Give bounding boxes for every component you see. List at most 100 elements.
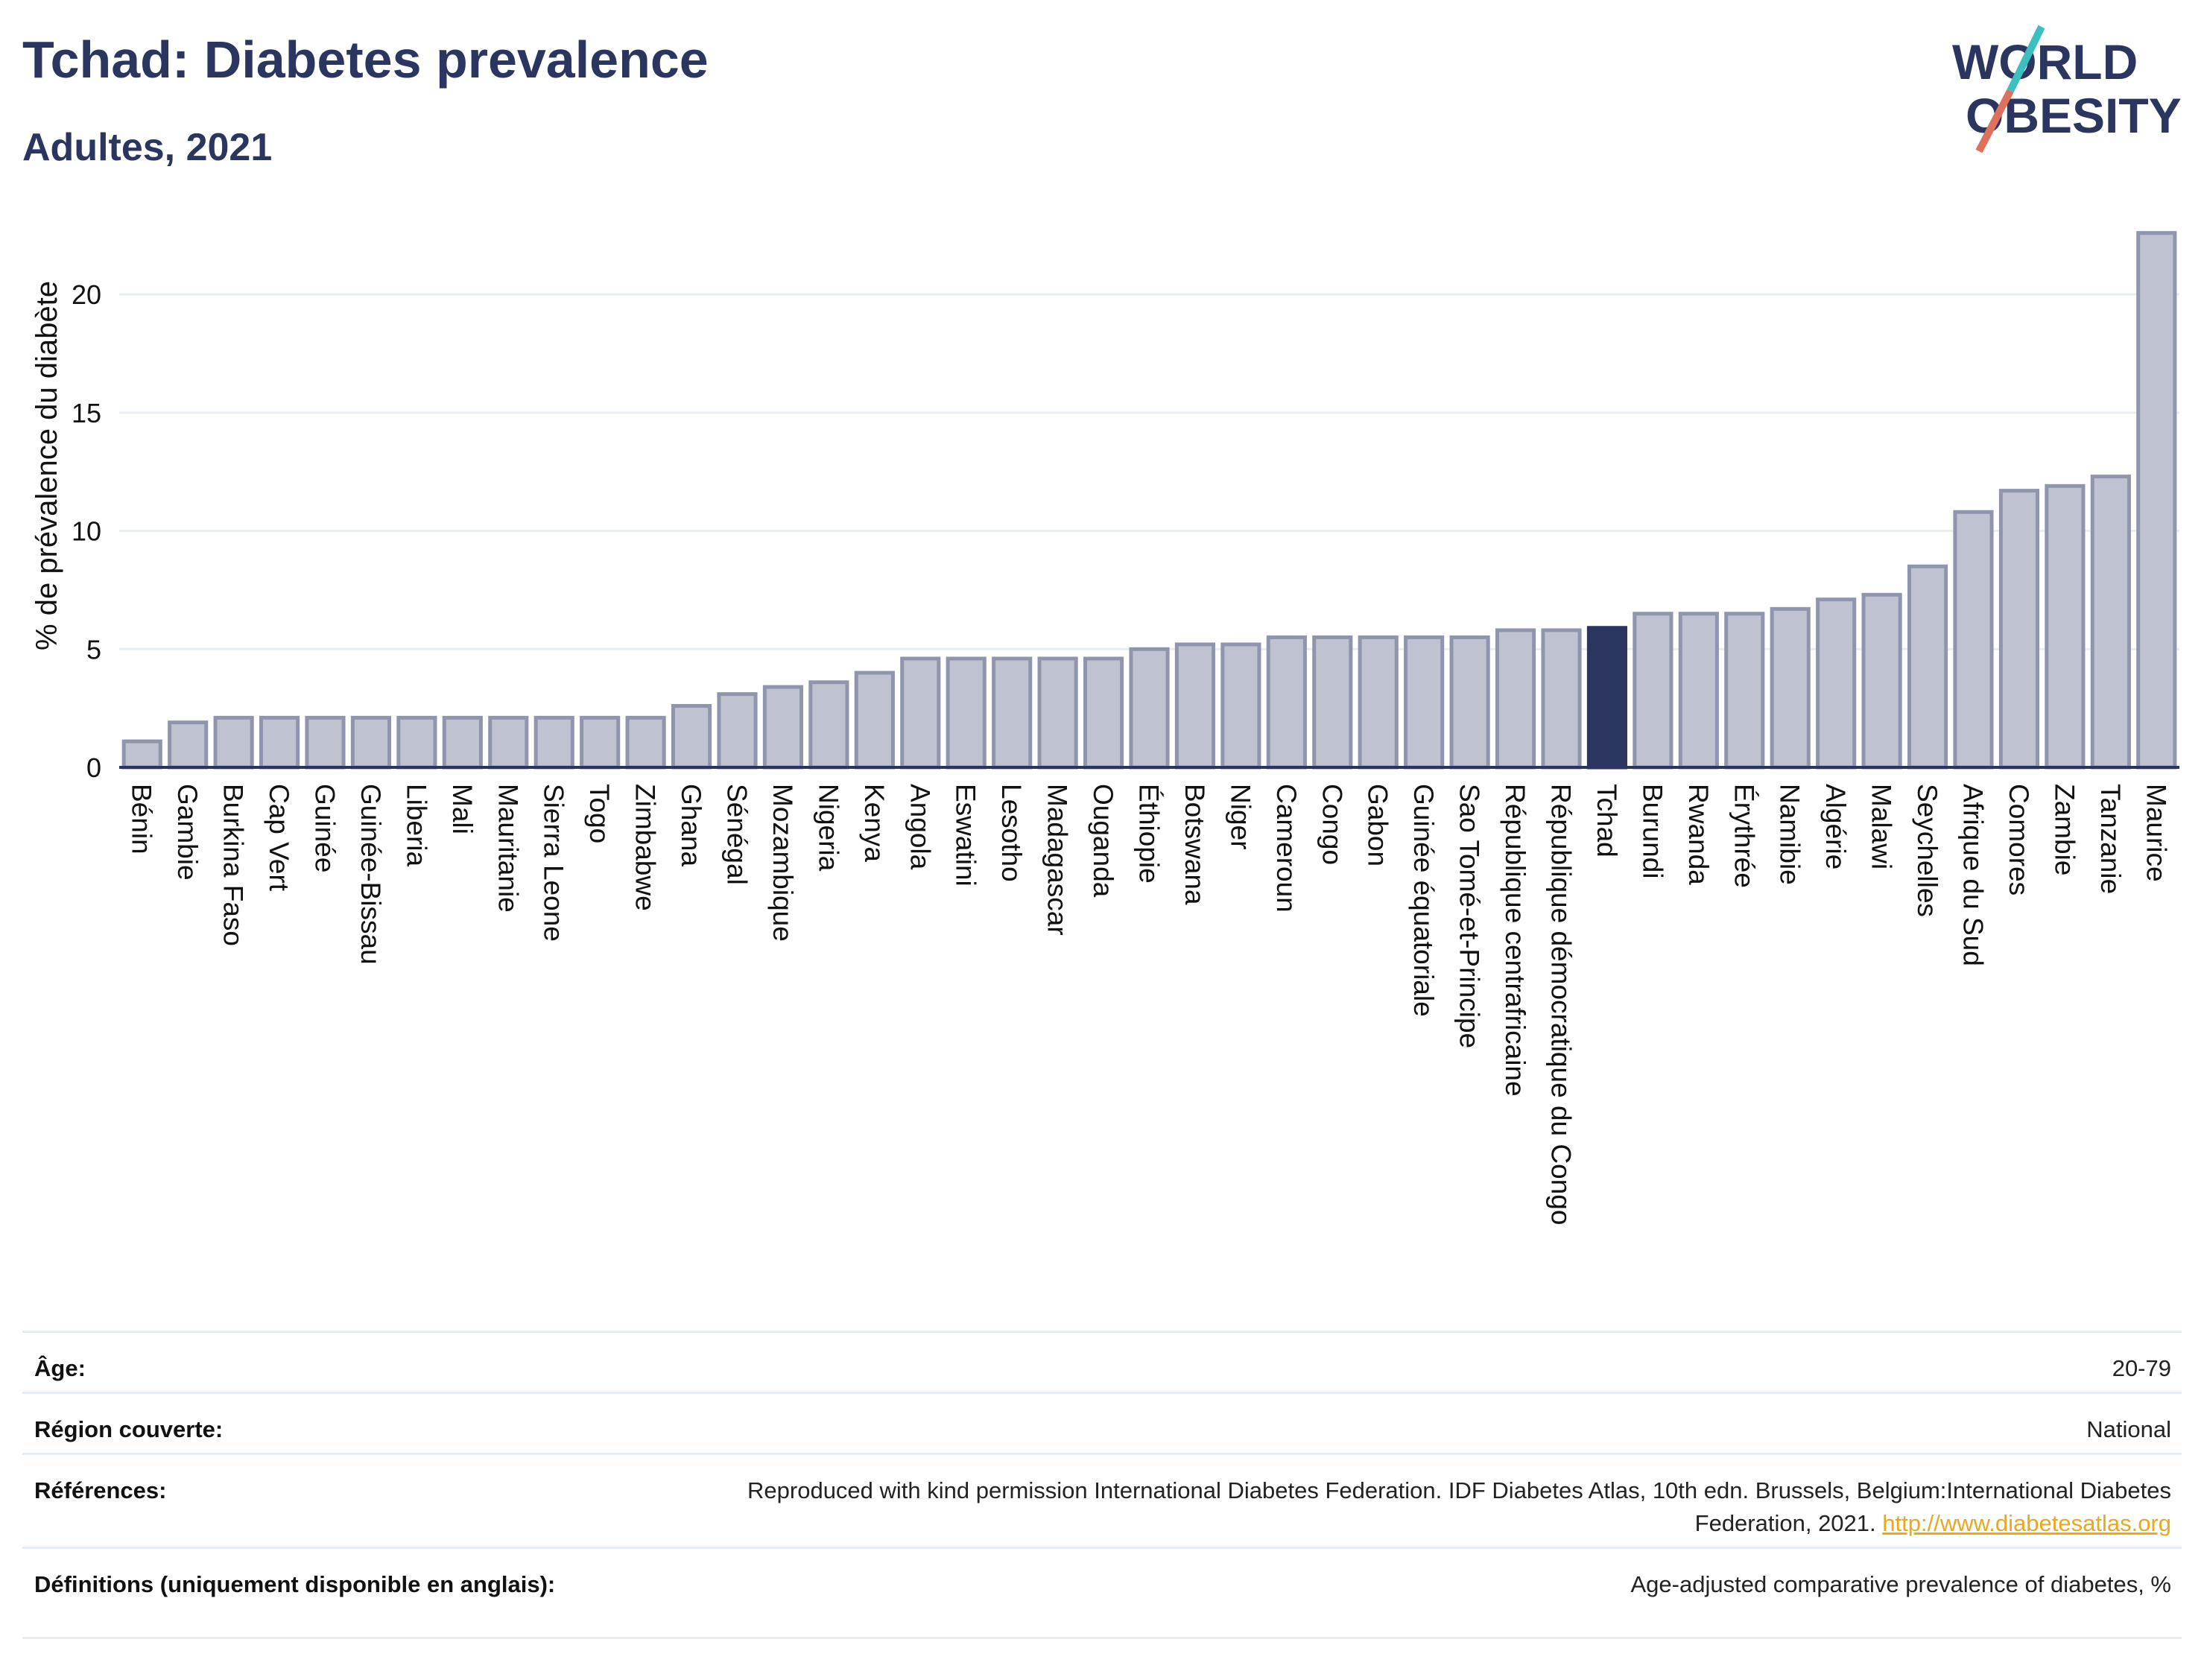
bar [1449,635,1490,770]
definitions-label: Définitions (uniquement disponible en an… [34,1571,556,1597]
x-tick-label: République démocratique du Congo [1546,784,1577,1225]
x-tick-label: Cap Vert [264,784,294,892]
x-tick-label: Togo [584,784,615,843]
x-tick-label: Liberia [401,784,431,866]
x-tick-label: Malawi [1866,784,1897,869]
x-tick-label: Mozambique [767,784,798,942]
bar [1633,612,1673,770]
region-value: National [2086,1416,2171,1442]
bar [259,715,300,770]
bar [762,685,804,770]
bar [2136,231,2177,770]
bar [350,715,392,770]
x-tick-label: Gabon [1363,784,1393,866]
x-tick-label: Tanzanie [2095,784,2126,894]
bar [1129,647,1170,770]
bar [854,671,895,770]
bar [168,720,209,770]
x-tick-label: Madagascar [1042,784,1073,936]
x-tick-label: Afrique du Sud [1958,784,1989,966]
bar [1678,612,1719,770]
bar [808,680,849,770]
logo-line1: WORLD [1952,34,2138,89]
x-tick-label: Tchad [1592,784,1622,858]
x-tick-label: Algérie [1820,784,1851,869]
bar [1083,656,1124,770]
x-tick-label: Comores [2004,784,2034,896]
bar [213,715,254,770]
definitions-value: Age-adjusted comparative prevalence of d… [1630,1571,2172,1597]
x-tick-label: Congo [1317,784,1347,865]
x-tick-label: Gambie [172,784,203,881]
x-tick-label: Mali [447,784,478,834]
bar [1495,628,1536,770]
age-label: Âge: [34,1355,86,1381]
x-tick-label: Seychelles [1912,784,1942,917]
x-tick-label: Sénégal [722,784,753,885]
x-tick-label: Lesotho [996,784,1027,882]
chart-title: Tchad: Diabetes prevalence [22,31,709,89]
x-tick-label: Sao Tomé-et-Principe [1454,784,1485,1048]
bar [121,739,162,770]
bar [1816,597,1857,770]
y-tick-label: 5 [86,634,101,665]
bar [1770,606,1811,770]
x-tick-label: Sierra Leone [539,784,569,942]
x-tick-label: Éthiopie [1134,784,1165,884]
x-tick-label: Zimbabwe [630,784,661,911]
x-tick-label: Érythrée [1729,784,1759,888]
x-tick-label: Eswatini [951,784,981,887]
metadata-table: Âge: 20-79 Région couverte: National Réf… [22,1331,2182,1639]
y-tick-label: 0 [86,752,101,783]
x-tick-label: Mauritanie [493,784,523,913]
bar [1861,592,1902,770]
references-label: Références: [34,1477,167,1503]
bar [2045,484,2086,770]
chart-subtitle: Adultes, 2021 [22,126,273,169]
bar [671,703,712,770]
x-tick-label: République centrafricaine [1500,784,1530,1097]
x-tick-label: Angola [905,784,935,870]
bar [1037,656,1078,770]
bar [1724,612,1765,770]
x-tick-label: Niger [1225,784,1255,849]
bar [1266,635,1307,770]
x-tick-label: Burkina Faso [218,784,249,946]
x-tick-label: Burundi [1637,784,1668,879]
meta-row-references: Références: Reproduced with kind permiss… [22,1453,2182,1547]
references-text: Reproduced with kind permission Internat… [747,1477,2171,1536]
meta-row-age: Âge: 20-79 [22,1331,2182,1392]
bar [1220,642,1261,770]
age-value: 20-79 [2112,1355,2171,1381]
x-tick-label: Zambie [2049,784,2080,875]
x-tick-label: Cameroun [1271,784,1302,913]
bar [1541,628,1582,770]
logo-slash-bottom [1975,89,2014,153]
x-tick-label: Ghana [676,784,706,867]
x-tick-label: Ouganda [1088,784,1118,898]
references-value: Reproduced with kind permission Internat… [644,1474,2171,1540]
x-tick-label: Guinée équatoriale [1408,784,1439,1017]
x-tick-label: Namibie [1775,784,1805,885]
y-tick-label: 15 [72,398,101,428]
bar [900,656,941,770]
bar [1358,635,1399,770]
bar [442,715,483,770]
y-axis-label: % de prévalence du diabète [31,281,63,650]
x-tick-label: Rwanda [1683,784,1714,885]
bar-chart: 0 5 10 15 20 % de prévalence du diabète Bénin G… [31,231,2179,1225]
bar [717,692,758,770]
logo-slash-top [2007,25,2045,93]
meta-row-definitions: Définitions (uniquement disponible en an… [22,1547,2182,1639]
bar [533,715,574,770]
bar [1998,489,2040,770]
meta-row-region: Région couverte: National [22,1392,2182,1453]
bar [946,656,987,770]
world-obesity-logo: WORLD OBESITY [1952,25,2182,153]
bar [1404,635,1445,770]
x-tick-label: Guinée [310,784,341,872]
x-tick-label: Maurice [2141,784,2171,882]
references-link[interactable]: http://www.diabetesatlas.org [1882,1510,2171,1536]
region-label: Région couverte: [34,1416,224,1442]
bar [1907,564,1948,770]
